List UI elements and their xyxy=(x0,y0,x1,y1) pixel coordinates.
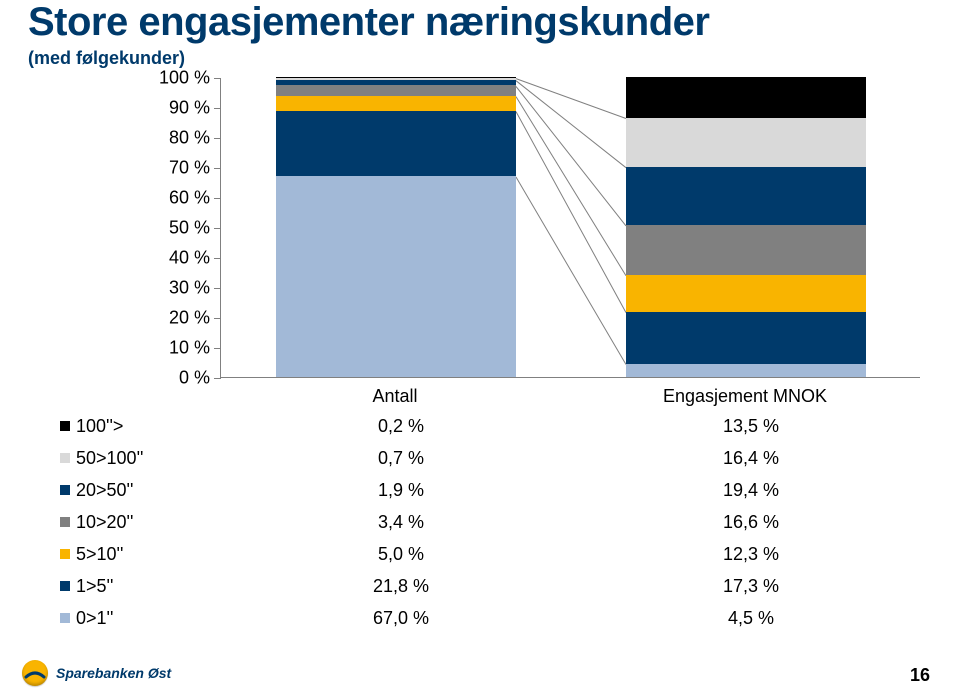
legend-marker-icon xyxy=(60,485,70,495)
leader-line xyxy=(516,112,626,313)
y-tick xyxy=(214,138,221,139)
leader-line xyxy=(516,97,626,276)
slide-title: Store engasjementer næringskunder xyxy=(28,0,709,45)
y-tick-label: 10 % xyxy=(128,338,210,359)
bar-segment xyxy=(626,118,866,167)
y-tick-label: 50 % xyxy=(128,218,210,239)
bar xyxy=(276,77,516,377)
x-axis-label: Antall xyxy=(275,386,515,407)
legend-row: 5>10''5,0 %12,3 % xyxy=(60,538,930,570)
legend-value: 5,0 % xyxy=(226,544,576,565)
bar-segment xyxy=(626,312,866,364)
y-tick-label: 90 % xyxy=(128,98,210,119)
y-tick-label: 40 % xyxy=(128,248,210,269)
page-number: 16 xyxy=(910,665,930,686)
legend-marker-icon xyxy=(60,453,70,463)
y-tick xyxy=(214,168,221,169)
y-tick xyxy=(214,318,221,319)
legend-row: 50>100''0,7 %16,4 % xyxy=(60,442,930,474)
legend-row: 0>1''67,0 %4,5 % xyxy=(60,602,930,634)
legend-table: 100''>0,2 %13,5 %50>100''0,7 %16,4 %20>5… xyxy=(60,410,930,634)
bar-segment xyxy=(626,275,866,312)
bar-segment xyxy=(276,85,516,95)
bar-segment xyxy=(626,77,866,118)
x-axis-label: Engasjement MNOK xyxy=(625,386,865,407)
legend-value: 67,0 % xyxy=(226,608,576,629)
y-tick-label: 30 % xyxy=(128,278,210,299)
legend-value: 4,5 % xyxy=(576,608,926,629)
legend-value: 12,3 % xyxy=(576,544,926,565)
bar-segment xyxy=(276,77,516,78)
legend-value: 0,7 % xyxy=(226,448,576,469)
bar-segment xyxy=(276,80,516,86)
legend-value: 0,2 % xyxy=(226,416,576,437)
legend-value: 3,4 % xyxy=(226,512,576,533)
slide-subtitle: (med følgekunder) xyxy=(28,48,185,69)
slide: Store engasjementer næringskunder (med f… xyxy=(0,0,960,694)
legend-value: 1,9 % xyxy=(226,480,576,501)
legend-marker-icon xyxy=(60,421,70,431)
legend-value: 21,8 % xyxy=(226,576,576,597)
bar-segment xyxy=(626,364,866,378)
legend-marker-icon xyxy=(60,517,70,527)
legend-value: 17,3 % xyxy=(576,576,926,597)
y-tick xyxy=(214,288,221,289)
y-tick xyxy=(214,378,221,379)
y-tick-label: 0 % xyxy=(128,368,210,389)
legend-value: 16,6 % xyxy=(576,512,926,533)
brand-logo-icon xyxy=(22,660,48,686)
legend-row: 20>50''1,9 %19,4 % xyxy=(60,474,930,506)
y-tick xyxy=(214,198,221,199)
legend-row: 100''>0,2 %13,5 % xyxy=(60,410,930,442)
y-tick-label: 60 % xyxy=(128,188,210,209)
y-tick xyxy=(214,348,221,349)
legend-marker-icon xyxy=(60,613,70,623)
bar xyxy=(626,77,866,377)
plot-area xyxy=(220,78,920,378)
legend-row: 10>20''3,4 %16,6 % xyxy=(60,506,930,538)
y-tick xyxy=(214,228,221,229)
footer: Sparebanken Øst xyxy=(22,660,171,686)
bar-segment xyxy=(276,96,516,111)
bar-segment xyxy=(626,225,866,275)
legend-series-name: 5>10'' xyxy=(76,544,226,565)
legend-series-name: 10>20'' xyxy=(76,512,226,533)
legend-marker-icon xyxy=(60,549,70,559)
legend-marker-icon xyxy=(60,581,70,591)
y-axis-labels: 0 %10 %20 %30 %40 %50 %60 %70 %80 %90 %1… xyxy=(128,78,210,378)
legend-series-name: 100''> xyxy=(76,416,226,437)
y-tick xyxy=(214,258,221,259)
bar-segment xyxy=(276,78,516,80)
brand-name: Sparebanken Øst xyxy=(56,665,171,681)
bar-segment xyxy=(276,176,516,377)
legend-series-name: 20>50'' xyxy=(76,480,226,501)
legend-value: 16,4 % xyxy=(576,448,926,469)
chart: Antall Engasjement MNOK xyxy=(220,78,920,408)
legend-series-name: 0>1'' xyxy=(76,608,226,629)
legend-series-name: 50>100'' xyxy=(76,448,226,469)
legend-value: 19,4 % xyxy=(576,480,926,501)
y-tick-label: 20 % xyxy=(128,308,210,329)
bar-segment xyxy=(276,111,516,176)
y-tick-label: 70 % xyxy=(128,158,210,179)
legend-series-name: 1>5'' xyxy=(76,576,226,597)
y-tick-label: 100 % xyxy=(128,68,210,89)
legend-value: 13,5 % xyxy=(576,416,926,437)
y-tick-label: 80 % xyxy=(128,128,210,149)
bar-segment xyxy=(626,167,866,225)
legend-row: 1>5''21,8 %17,3 % xyxy=(60,570,930,602)
y-tick xyxy=(214,108,221,109)
leader-line xyxy=(516,79,626,119)
y-tick xyxy=(214,78,221,79)
